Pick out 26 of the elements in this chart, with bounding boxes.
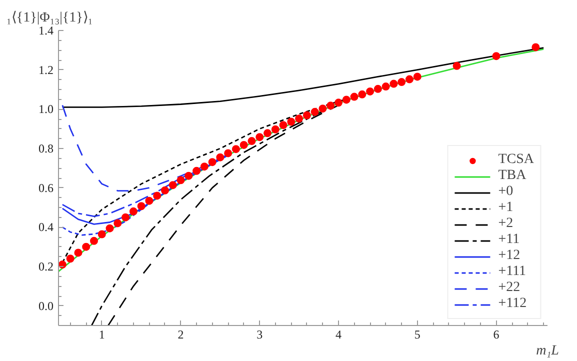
legend-label: +112	[498, 296, 527, 312]
x-tick-label: 6	[493, 328, 500, 342]
x-tick-label: 4	[335, 328, 342, 342]
legend-label: +22	[498, 280, 520, 296]
x-tick-label: 3	[256, 328, 263, 342]
y-tick-label: 0.2	[38, 260, 54, 274]
y-tick-label: 0.6	[38, 180, 54, 195]
legend-label: +111	[498, 264, 526, 280]
legend-label: +12	[498, 248, 520, 264]
x-axis-title: m₁L	[536, 344, 560, 358]
x-tick-label: 5	[414, 328, 420, 342]
y-tick-label: 1.4	[38, 24, 54, 38]
y-tick-label: 0.4	[38, 220, 54, 234]
legend-label: +11	[498, 232, 520, 248]
legend-label: TBA	[498, 168, 526, 184]
y-tick-label: 1.2	[38, 62, 54, 77]
legend-label: TCSA	[498, 152, 534, 168]
y-tick-label: 0.0	[38, 298, 54, 313]
x-tick-label: 1	[98, 328, 105, 342]
y-tick-label: 0.8	[38, 142, 54, 156]
x-tick-label: 2	[178, 328, 184, 342]
legend-label: +0	[498, 184, 514, 200]
legend-label: +2	[498, 216, 514, 232]
y-tick-label: 1.0	[38, 102, 54, 116]
legend-label: +1	[498, 200, 514, 216]
y-axis-title: ₁⟨{1}|Φ₁₃|{1}⟩₁	[6, 10, 93, 26]
